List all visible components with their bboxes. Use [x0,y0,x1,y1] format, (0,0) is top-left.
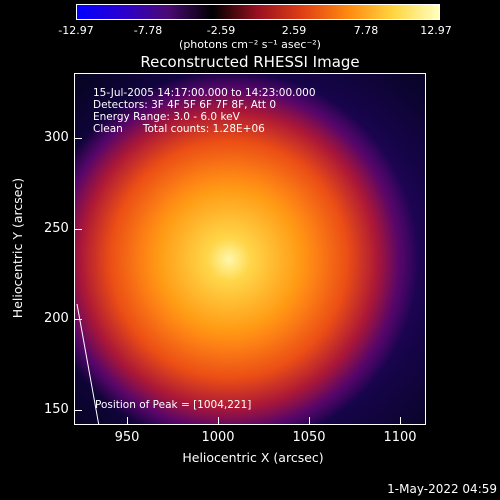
y-tick-mark [74,138,82,139]
x-tick-mark [218,417,219,425]
peak-position: Position of Peak = [1004,221] [95,399,252,411]
x-axis-label: Heliocentric X (arcsec) [182,450,324,465]
y-axis-label: Heliocentric Y (arcsec) [10,177,25,319]
colorbar-units: (photons cm⁻² s⁻¹ asec⁻²) [179,38,321,51]
x-tick-label: 1050 [292,430,326,445]
colorbar-label: 12.97 [420,24,452,37]
colorbar [76,4,440,20]
y-tick-mark [74,319,82,320]
x-tick-label: 1100 [383,430,417,445]
timestamp: 1-May-2022 04:59 [387,482,497,496]
x-tick-mark [127,417,128,425]
colorbar-label: 7.78 [353,24,379,37]
y-tick-label: 250 [44,221,69,236]
colorbar-label: -2.59 [206,24,236,37]
y-tick-mark [74,229,82,230]
info-detectors: Detectors: 3F 4F 5F 6F 7F 8F, Att 0 [93,99,277,111]
info-time-range: 15-Jul-2005 14:17:00.000 to 14:23:00.000 [93,87,316,99]
info-total-counts: Clean Total counts: 1.28E+06 [93,123,265,135]
y-tick-label: 200 [44,311,69,326]
colorbar-label: 2.59 [281,24,307,37]
x-tick-mark [309,417,310,425]
y-tick-mark [74,410,82,411]
x-tick-label: 1000 [201,430,235,445]
y-tick-label: 150 [44,402,69,417]
solar-flare-image [75,74,425,424]
image-title: Reconstructed RHESSI Image [140,53,360,71]
colorbar-label: -12.97 [58,24,94,37]
colorbar-label: -7.78 [133,24,163,37]
image-plot: 15-Jul-2005 14:17:00.000 to 14:23:00.000… [74,73,426,425]
info-energy-range: Energy Range: 3.0 - 6.0 keV [93,111,240,123]
y-tick-label: 300 [44,130,69,145]
limb-line [76,303,100,424]
x-tick-mark [400,417,401,425]
x-tick-label: 950 [114,430,140,445]
